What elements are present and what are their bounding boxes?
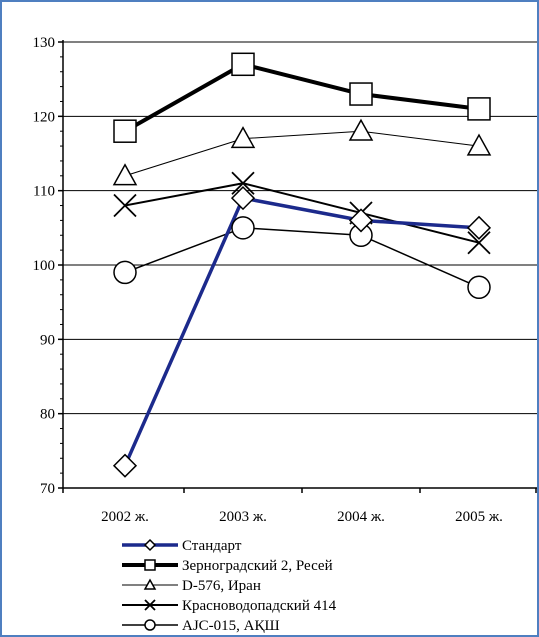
legend-item: Зерноградский 2, Ресей xyxy=(122,558,333,574)
y-tick-label: 100 xyxy=(33,258,56,274)
legend-item: AJC-015, АҚШ xyxy=(122,618,280,634)
series-line-3 xyxy=(124,182,480,244)
data-point xyxy=(113,260,137,285)
y-tick-label: 110 xyxy=(33,184,55,200)
legend: Стандарт Зерноградский 2, Ресей D-576, Ира… xyxy=(122,538,337,634)
x-marker-stroke xyxy=(467,231,491,255)
series-line-0 xyxy=(123,196,480,467)
data-point xyxy=(112,453,138,478)
x-marker-stroke xyxy=(231,171,255,195)
data-point xyxy=(112,163,138,186)
y-tick-label: 130 xyxy=(33,35,56,51)
legend-marker xyxy=(143,578,157,590)
x-tick-label: 2005 ж. xyxy=(455,509,503,525)
data-point xyxy=(230,186,256,211)
legend-label: Красноводопадский 414 xyxy=(182,598,337,614)
data-point xyxy=(349,82,373,106)
y-tick-label: 80 xyxy=(40,407,55,423)
x-tick-label: 2002 ж. xyxy=(101,509,149,525)
data-point xyxy=(231,171,255,195)
data-point xyxy=(113,119,137,143)
legend-item: Красноводопадский 414 xyxy=(122,598,337,614)
y-tick-label: 90 xyxy=(40,332,55,348)
data-point xyxy=(467,231,491,255)
legend-marker xyxy=(144,559,156,571)
series-line-1 xyxy=(124,62,480,133)
data-point xyxy=(348,118,374,141)
data-point xyxy=(467,97,491,121)
axes: 70 80 90 100 110 120 130 2002 ж. 2003 ж. 2004 ж. 2… xyxy=(33,35,537,525)
data-point xyxy=(467,275,491,300)
x-marker-stroke xyxy=(144,599,156,611)
legend-marker xyxy=(144,619,156,631)
y-tick-label: 120 xyxy=(33,109,56,125)
data-point xyxy=(113,193,137,218)
series-line-4 xyxy=(124,227,480,288)
data-point xyxy=(466,215,492,240)
y-tick-label: 70 xyxy=(40,481,55,497)
x-marker-stroke xyxy=(113,193,137,218)
legend-item: Стандарт xyxy=(122,538,242,554)
data-point xyxy=(348,208,374,233)
legend-label: D-576, Иран xyxy=(182,578,261,594)
legend-marker xyxy=(144,599,156,611)
gridlines xyxy=(63,41,537,415)
data-point xyxy=(466,133,492,156)
x-tick-label: 2004 ж. xyxy=(337,509,385,525)
x-tick-label: 2003 ж. xyxy=(219,509,267,525)
legend-label: Зерноградский 2, Ресей xyxy=(182,558,333,574)
series-lines xyxy=(112,52,492,478)
data-point xyxy=(230,126,256,149)
data-point xyxy=(231,216,255,240)
series-line-2 xyxy=(124,130,480,177)
data-point xyxy=(231,52,255,77)
legend-label: AJC-015, АҚШ xyxy=(182,618,280,634)
legend-label: Стандарт xyxy=(182,538,242,554)
legend-item: D-576, Иран xyxy=(122,578,261,594)
legend-marker xyxy=(143,538,157,552)
